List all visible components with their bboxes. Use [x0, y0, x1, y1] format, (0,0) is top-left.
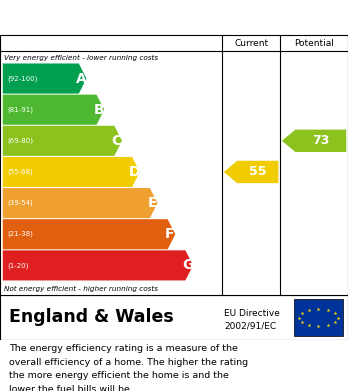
- Text: (81-91): (81-91): [8, 106, 34, 113]
- Text: Not energy efficient - higher running costs: Not energy efficient - higher running co…: [4, 285, 158, 292]
- Text: (1-20): (1-20): [8, 262, 29, 269]
- Text: G: G: [182, 258, 193, 273]
- Polygon shape: [224, 161, 278, 183]
- Text: England & Wales: England & Wales: [9, 308, 173, 326]
- Text: F: F: [165, 227, 175, 241]
- Text: Current: Current: [234, 38, 268, 47]
- Text: Potential: Potential: [294, 38, 334, 47]
- Text: EU Directive: EU Directive: [224, 309, 280, 318]
- Text: (92-100): (92-100): [8, 75, 38, 82]
- Polygon shape: [3, 95, 104, 125]
- Text: 73: 73: [312, 135, 330, 147]
- Text: C: C: [111, 134, 122, 148]
- Polygon shape: [3, 63, 86, 93]
- Polygon shape: [3, 157, 140, 187]
- Bar: [294, 299, 343, 336]
- Text: 2002/91/EC: 2002/91/EC: [224, 321, 277, 330]
- Text: The energy efficiency rating is a measure of the
overall efficiency of a home. T: The energy efficiency rating is a measur…: [9, 344, 248, 391]
- Text: (69-80): (69-80): [8, 138, 34, 144]
- Text: (21-38): (21-38): [8, 231, 33, 237]
- Text: D: D: [129, 165, 140, 179]
- Text: Energy Efficiency Rating: Energy Efficiency Rating: [9, 11, 211, 26]
- Text: B: B: [94, 103, 104, 117]
- Text: (39-54): (39-54): [8, 200, 33, 206]
- Text: (55-68): (55-68): [8, 169, 33, 175]
- Text: E: E: [148, 196, 157, 210]
- Text: A: A: [76, 72, 87, 86]
- Polygon shape: [3, 250, 193, 280]
- Text: 55: 55: [249, 165, 267, 178]
- Polygon shape: [3, 126, 122, 156]
- Polygon shape: [282, 129, 346, 152]
- Polygon shape: [3, 188, 158, 218]
- Polygon shape: [3, 219, 175, 249]
- Text: Very energy efficient - lower running costs: Very energy efficient - lower running co…: [4, 54, 158, 61]
